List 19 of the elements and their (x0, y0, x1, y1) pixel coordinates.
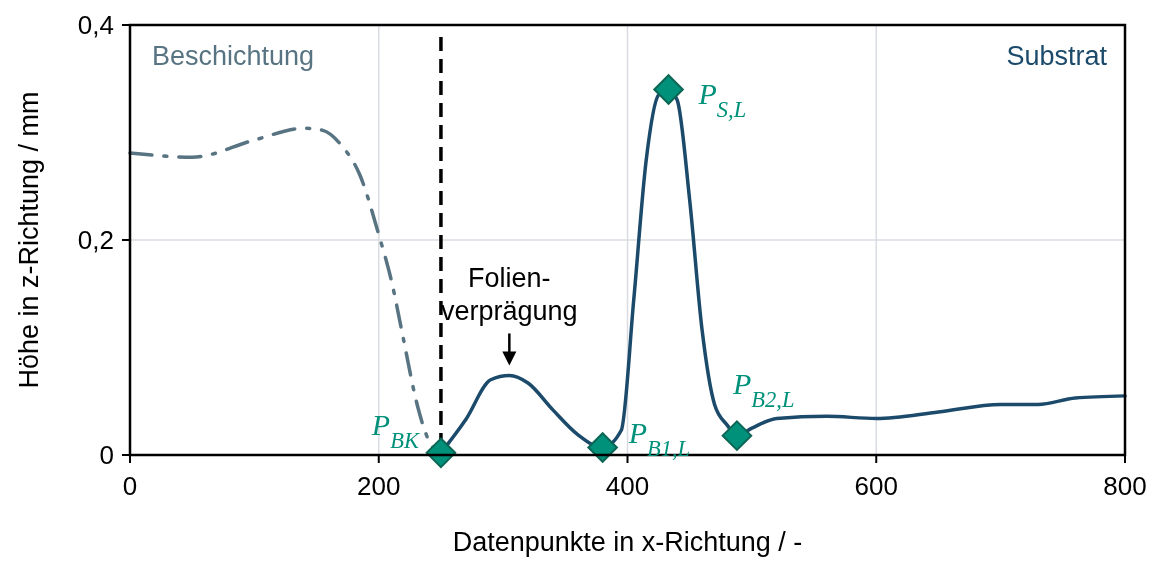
y-tick-label: 0,2 (77, 225, 114, 255)
y-tick-label: 0,4 (77, 10, 114, 40)
annotation: P$_{S,L}$ (697, 76, 747, 121)
text: Substrat (1006, 41, 1108, 71)
annotation: P$_{B2,L}$ (731, 366, 795, 412)
annotation: P$_{BK}$ (370, 407, 420, 453)
point (721, 420, 753, 451)
y-axis-title: Höhe in z-Richtung / mm (14, 91, 44, 389)
x-axis-title: Datenpunkte in x-Richtung / - (452, 527, 803, 557)
x-tick-label: 600 (854, 471, 898, 501)
x-tick-label: 800 (1103, 471, 1147, 501)
x-tick-label: 0 (122, 471, 138, 501)
annotation: Folien- verprägung (441, 263, 578, 327)
point (653, 74, 684, 105)
point (587, 432, 618, 463)
x-tick-label: 200 (357, 471, 401, 501)
x-tick-label: 400 (605, 471, 650, 501)
text: Beschichtung (152, 41, 315, 71)
y-tick-label: 0 (99, 440, 114, 470)
